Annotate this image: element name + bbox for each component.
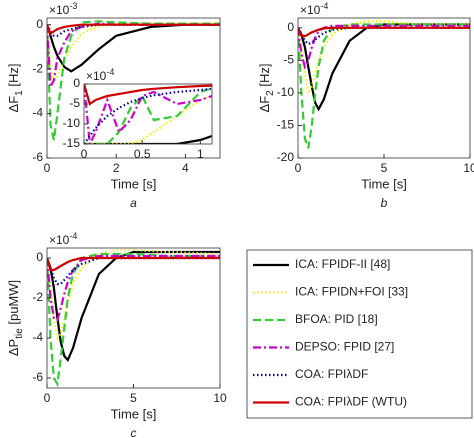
y-tick-label: -6	[32, 370, 43, 384]
series-line	[84, 84, 212, 106]
y-tick-label: -2	[32, 290, 43, 304]
legend-label: COA: FPIλDF (WTU)	[295, 395, 407, 409]
exponent-base: ×10	[300, 3, 321, 17]
x-tick-label: 0	[295, 161, 302, 175]
legend-label: ICA: FPIDN+FOI [33]	[295, 285, 408, 299]
series-line	[47, 256, 220, 272]
y-tick-label: 0	[287, 20, 294, 34]
y-tick-label: -4	[32, 106, 43, 120]
y-tick-label: -6	[32, 150, 43, 164]
y-tick-label: -2	[32, 61, 43, 75]
y-tick-label: 0	[36, 250, 43, 264]
plot-frame	[83, 83, 213, 145]
series-line	[47, 248, 220, 341]
plot-area	[47, 248, 220, 388]
axis-exponent: ×10-3	[49, 1, 77, 17]
plot-area	[84, 84, 212, 144]
series-line	[47, 252, 220, 388]
y-label-unit: [Hz]	[6, 64, 21, 91]
legend-label: BFOA: PID [18]	[295, 312, 378, 326]
y-axis-label: ΔF2 [Hz]	[257, 64, 275, 113]
y-label-main: ΔP	[6, 339, 21, 356]
series-line	[47, 254, 220, 322]
legend-label: COA: FPIλDF	[295, 367, 368, 381]
y-tick-label: -15	[277, 118, 295, 132]
y-label-sub: tie	[14, 328, 25, 339]
x-tick-label: 5	[130, 391, 137, 405]
x-tick-label: 2	[113, 161, 120, 175]
y-label-unit: [Hz]	[257, 64, 272, 91]
x-tick-label: 0	[44, 161, 51, 175]
x-axis-label: Time [s]	[111, 176, 157, 191]
x-tick-label: 10	[463, 161, 474, 175]
y-tick-label: -15	[63, 136, 81, 150]
y-axis-label: ΔF1 [Hz]	[6, 64, 24, 113]
y-label-main: ΔF	[6, 96, 21, 113]
series-line	[298, 23, 470, 149]
y-tick-label: 0	[36, 17, 43, 31]
exponent-power: -4	[320, 1, 328, 11]
y-label-sub: 2	[265, 90, 276, 96]
axis-exponent: ×10-4	[86, 67, 114, 83]
y-tick-label: -5	[69, 96, 80, 110]
exponent-power: -4	[69, 231, 77, 241]
axis-exponent: ×10-4	[49, 231, 77, 247]
y-axis-label: ΔPtie [puMW]	[6, 280, 24, 356]
legend-label: ICA: FPIDF-II [48]	[295, 257, 390, 271]
x-tick-label: 4	[182, 161, 189, 175]
y-tick-label: -4	[32, 330, 43, 344]
y-label-main: ΔF	[257, 96, 272, 113]
series-line	[84, 84, 212, 144]
caption: c	[131, 426, 137, 438]
series-line	[84, 86, 212, 144]
series-line	[84, 87, 212, 144]
caption: b	[381, 196, 388, 210]
x-tick-label: 1	[197, 147, 204, 161]
y-label-sub: 1	[14, 90, 25, 96]
series-line	[298, 20, 470, 97]
y-tick-label: -5	[283, 52, 294, 66]
x-tick-label: 10	[213, 391, 227, 405]
series-line	[47, 23, 220, 37]
x-tick-label: 0	[81, 147, 88, 161]
y-label-unit: [puMW]	[6, 280, 21, 328]
y-tick-label: -20	[277, 150, 295, 164]
x-tick-label: 0.5	[134, 147, 151, 161]
legend-box	[246, 249, 473, 419]
x-axis-label: Time [s]	[111, 406, 157, 421]
exponent-power: -3	[69, 1, 77, 11]
legend-label: DEPSO: FPID [27]	[295, 340, 394, 354]
exponent-power: -4	[106, 67, 114, 77]
x-tick-label: 0	[44, 391, 51, 405]
y-tick-label: -10	[63, 116, 81, 130]
y-tick-label: 0	[73, 76, 80, 90]
series-line	[47, 23, 220, 73]
series-line	[84, 134, 212, 144]
exponent-base: ×10	[86, 69, 107, 83]
axis-exponent: ×10-4	[300, 1, 328, 17]
x-axis-label: Time [s]	[361, 176, 407, 191]
series-line	[47, 23, 220, 36]
exponent-base: ×10	[49, 3, 70, 17]
plot-frame	[46, 17, 221, 159]
x-tick-label: 5	[381, 161, 388, 175]
exponent-base: ×10	[49, 233, 70, 247]
caption: a	[130, 196, 137, 210]
y-tick-label: -10	[277, 85, 295, 99]
series-line	[298, 26, 470, 38]
